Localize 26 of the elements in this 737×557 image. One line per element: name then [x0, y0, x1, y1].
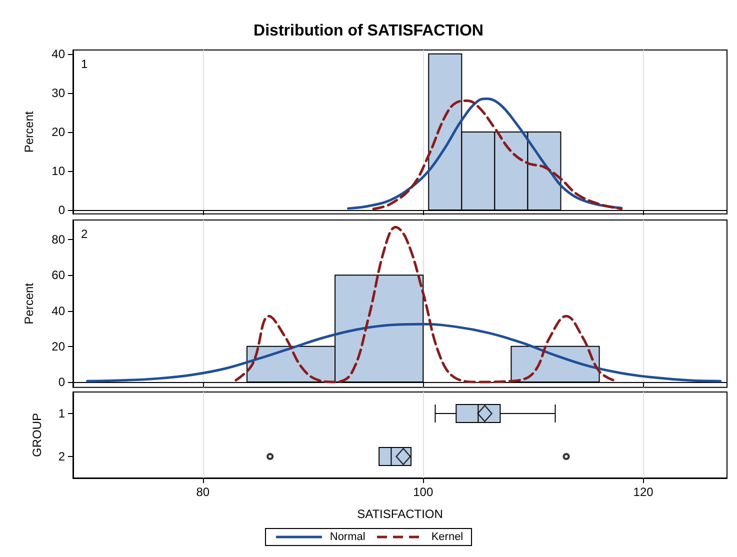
x-tick-label: 100: [413, 485, 434, 499]
y-tick-label: 2: [58, 450, 66, 464]
x-axis-title: SATISFACTION: [357, 507, 443, 521]
legend-label: Normal: [330, 531, 366, 543]
y-tick-label: 40: [52, 46, 66, 61]
x-tick-label: 80: [196, 485, 210, 499]
y-tick-label: 0: [58, 203, 66, 217]
line-series: [234, 226, 618, 384]
y-tick-label: 80: [52, 232, 66, 247]
y-axis-title: GROUP: [30, 412, 44, 458]
y-tick-label: 10: [52, 164, 66, 178]
x-tick-label: 120: [633, 485, 654, 499]
annotation: 1: [81, 57, 88, 71]
y-tick-label: 30: [52, 86, 66, 100]
y-tick-label: 1: [58, 406, 66, 420]
y-tick-label: 20: [52, 339, 66, 354]
y-axis-title: Percent: [22, 282, 36, 324]
line-series: [86, 322, 722, 382]
legend-label: Kernel: [431, 531, 464, 543]
y-tick-label: 60: [52, 268, 66, 282]
y-axis-title: Percent: [22, 110, 36, 153]
y-tick-label: 40: [52, 304, 66, 318]
y-tick-label: 0: [58, 375, 66, 389]
y-tick-label: 20: [52, 124, 66, 139]
chart-title: Distribution of SATISFACTION: [254, 22, 484, 40]
annotation: 2: [81, 227, 88, 241]
